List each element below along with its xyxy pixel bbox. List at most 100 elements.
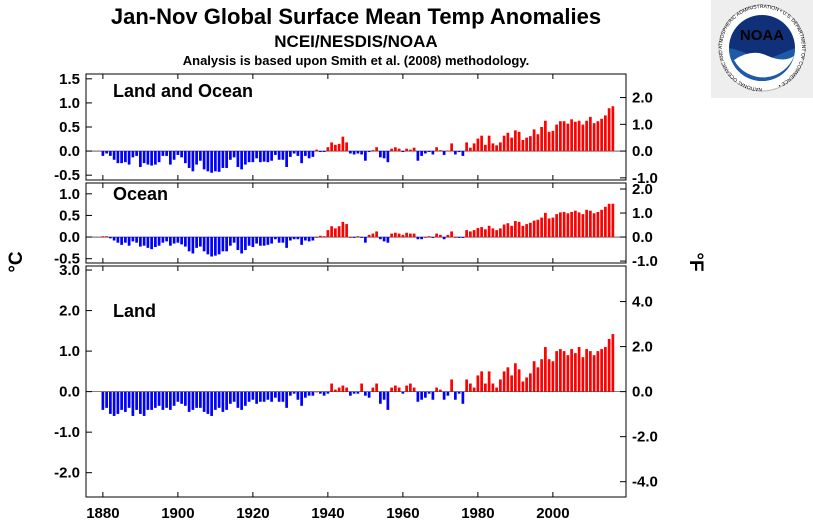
bar-1977 bbox=[465, 230, 468, 238]
bar-1954 bbox=[379, 237, 382, 240]
bar-1892 bbox=[146, 237, 150, 248]
bar-1949 bbox=[360, 237, 363, 238]
bar-1977 bbox=[465, 379, 468, 392]
bar-1953 bbox=[375, 147, 378, 152]
y-tick-label-c: -2.0 bbox=[54, 465, 80, 482]
bar-1968 bbox=[431, 151, 435, 155]
panel-label: Ocean bbox=[113, 184, 168, 204]
bar-1900 bbox=[176, 391, 180, 402]
bar-1893 bbox=[150, 151, 153, 166]
bar-1895 bbox=[157, 391, 161, 406]
bar-1929 bbox=[285, 391, 288, 408]
bar-1924 bbox=[266, 237, 270, 245]
bar-1880 bbox=[101, 391, 105, 410]
bar-1942 bbox=[334, 228, 337, 238]
bar-1921 bbox=[255, 391, 258, 404]
bar-1996 bbox=[536, 134, 540, 152]
bar-1900 bbox=[176, 237, 180, 243]
bar-1984 bbox=[491, 383, 495, 392]
bar-1953 bbox=[375, 383, 378, 392]
bar-1910 bbox=[214, 391, 217, 410]
bar-1988 bbox=[506, 132, 510, 152]
bar-1898 bbox=[169, 391, 172, 410]
bar-1965 bbox=[420, 391, 423, 400]
bar-1906 bbox=[199, 391, 202, 408]
y-tick-label-c: 0.5 bbox=[59, 207, 80, 224]
bar-1972 bbox=[446, 234, 450, 238]
bar-2007 bbox=[577, 120, 581, 152]
bar-1893 bbox=[150, 391, 153, 410]
bar-2000 bbox=[551, 130, 555, 152]
bar-1884 bbox=[116, 151, 120, 164]
bar-1963 bbox=[412, 147, 416, 152]
y-tick-label-c: 1.0 bbox=[59, 95, 80, 112]
bar-1938 bbox=[319, 391, 322, 394]
bar-1969 bbox=[435, 387, 438, 392]
bar-1987 bbox=[502, 371, 506, 392]
bar-2011 bbox=[592, 123, 596, 152]
bar-1911 bbox=[217, 237, 221, 255]
bar-1981 bbox=[480, 135, 483, 152]
bar-1984 bbox=[491, 228, 495, 238]
bar-1892 bbox=[146, 391, 150, 410]
bar-1941 bbox=[330, 383, 333, 392]
bar-1913 bbox=[225, 237, 228, 252]
bar-1912 bbox=[221, 391, 225, 412]
bar-1976 bbox=[461, 151, 465, 156]
bar-1991 bbox=[517, 131, 521, 152]
bar-1933 bbox=[300, 391, 303, 406]
bar-1998 bbox=[544, 347, 547, 392]
bar-1970 bbox=[439, 389, 442, 392]
bar-1999 bbox=[547, 218, 551, 238]
x-axis: 1880 1900 1920 1940 1960 1980 2000 bbox=[86, 505, 569, 522]
bar-1934 bbox=[304, 151, 307, 156]
bar-1997 bbox=[540, 127, 543, 152]
panel-ocean: 1.0 0.5 0.0 -0.5 2.0 1.0 0.0 -1.0 Ocean bbox=[54, 181, 658, 270]
bar-2008 bbox=[581, 214, 585, 238]
plot-frame bbox=[85, 182, 627, 264]
bar-1948 bbox=[356, 236, 360, 238]
y-tick-label-c: 0.0 bbox=[59, 143, 80, 160]
bar-1974 bbox=[454, 151, 457, 155]
bar-1992 bbox=[521, 381, 525, 392]
bar-1915 bbox=[232, 151, 236, 158]
bar-1901 bbox=[180, 151, 183, 158]
bar-1979 bbox=[472, 230, 476, 238]
plot-frame bbox=[85, 265, 627, 498]
bar-2001 bbox=[555, 351, 558, 392]
bar-1971 bbox=[442, 151, 446, 155]
bar-1890 bbox=[139, 237, 142, 247]
bar-1960 bbox=[401, 151, 405, 153]
bar-1931 bbox=[292, 391, 296, 394]
bar-2013 bbox=[600, 209, 603, 238]
bar-1907 bbox=[202, 391, 206, 412]
bar-1994 bbox=[529, 373, 532, 392]
bar-1905 bbox=[195, 237, 198, 248]
bar-1896 bbox=[161, 237, 165, 243]
bar-1968 bbox=[431, 237, 435, 238]
bar-1919 bbox=[247, 237, 251, 246]
bar-1973 bbox=[450, 379, 453, 392]
x-tick-label: 2000 bbox=[536, 505, 569, 522]
bar-1939 bbox=[322, 391, 326, 396]
bar-1986 bbox=[499, 379, 502, 392]
bar-1970 bbox=[439, 234, 442, 238]
bar-1957 bbox=[390, 387, 393, 392]
bar-1992 bbox=[521, 140, 525, 152]
bar-2009 bbox=[585, 209, 588, 238]
bar-1889 bbox=[135, 237, 138, 243]
x-tick-label: 1940 bbox=[311, 505, 344, 522]
bar-1888 bbox=[131, 237, 135, 242]
bar-1913 bbox=[225, 391, 228, 410]
bar-1999 bbox=[547, 359, 551, 392]
bar-2002 bbox=[559, 349, 562, 392]
bar-1925 bbox=[270, 237, 273, 244]
bar-1949 bbox=[360, 383, 363, 392]
y-tick-label-f: -4.0 bbox=[632, 474, 658, 491]
bar-1947 bbox=[352, 391, 356, 394]
bar-1924 bbox=[266, 151, 270, 163]
bar-1918 bbox=[244, 391, 247, 406]
bar-1908 bbox=[206, 151, 210, 172]
x-tick-label: 1920 bbox=[236, 505, 269, 522]
bar-1911 bbox=[217, 151, 221, 172]
